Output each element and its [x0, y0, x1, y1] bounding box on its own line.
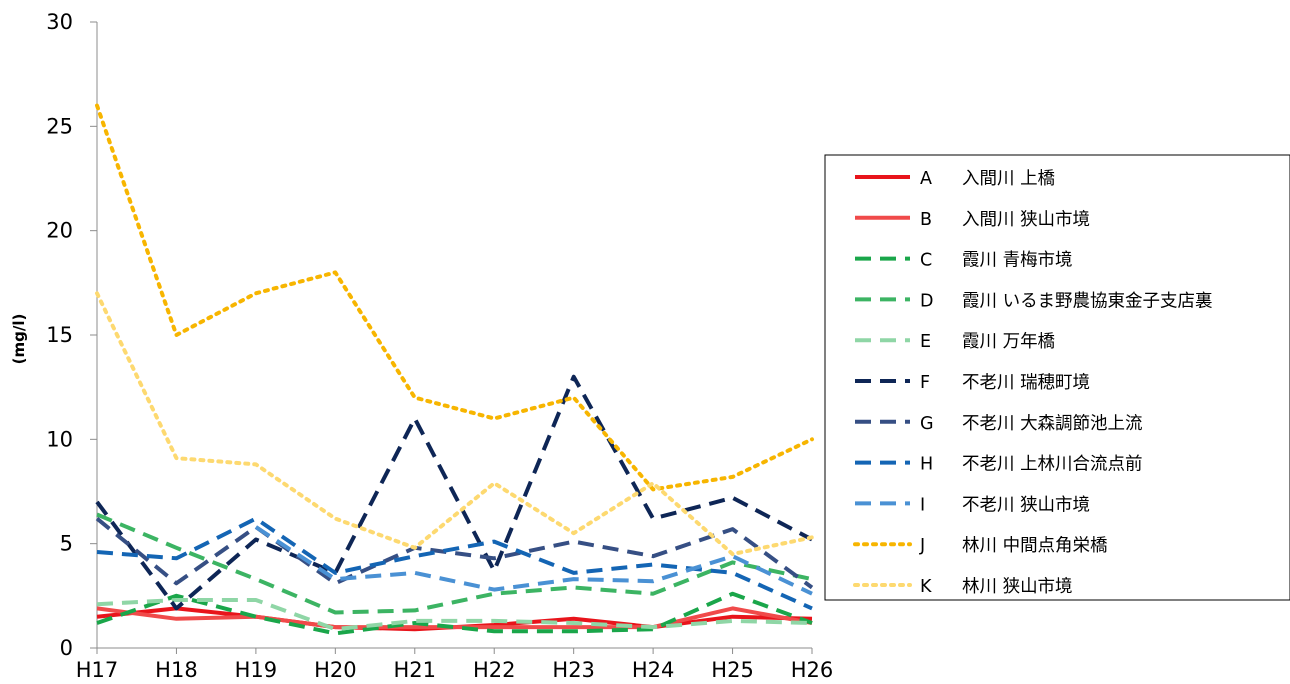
y-tick-label: 15: [46, 323, 73, 347]
y-axis-label: (mg/l): [10, 314, 28, 365]
legend-letter: G: [920, 414, 934, 434]
legend-label: 不老川 大森調節池上流: [962, 414, 1143, 434]
x-tick-label: H17: [76, 658, 119, 682]
legend-label: 林川 中間点角栄橋: [962, 536, 1108, 556]
x-tick-label: H24: [632, 658, 675, 682]
legend-letter: J: [919, 536, 925, 556]
legend-letter: A: [920, 169, 932, 189]
series-line-i: [254, 525, 813, 596]
legend-letter: E: [920, 332, 931, 352]
x-tick-label: H25: [711, 658, 754, 682]
y-tick-label: 20: [46, 219, 73, 243]
x-tick-label: H18: [155, 658, 198, 682]
legend-label: 霞川 いるま野農協東金子支店裏: [962, 290, 1213, 311]
series-layer: [95, 103, 814, 636]
y-tick-label: 0: [60, 636, 73, 660]
legend-letter: K: [920, 577, 932, 597]
x-tick-label: H23: [552, 658, 595, 682]
series-line-f: [95, 374, 813, 611]
series-line-j: [95, 103, 814, 492]
series-line-c: [96, 591, 813, 636]
axes: 0 5 10 15 20 25 30 H17 H18 H19 H20 H21 H22 H23 H24 H25 H…: [10, 10, 833, 682]
x-tick-label: H22: [473, 658, 516, 682]
series-line-d: [96, 512, 813, 615]
x-tick-label: H20: [314, 658, 357, 682]
legend-box: [824, 154, 1290, 601]
legend-letter: C: [920, 251, 932, 271]
legend-letter: D: [920, 291, 933, 311]
series-line-e: [96, 598, 813, 632]
y-tick-label: 5: [60, 532, 73, 556]
x-tick-label: H26: [791, 658, 834, 682]
legend-letter: H: [920, 455, 933, 475]
x-tick-label: H21: [394, 658, 437, 682]
legend-label: 不老川 上林川合流点前: [962, 455, 1143, 475]
legend-label: 林川 狭山市境: [962, 577, 1073, 597]
legend-label: 不老川 瑞穂町境: [962, 373, 1090, 393]
legend: A 入間川 上橋 B 入間川 狭山市境 C 霞川 青梅市境 D 霞川 いるま野農協東金子支店裏…: [824, 154, 1290, 601]
legend-label: 霞川 万年橋: [962, 332, 1055, 352]
legend-label: 霞川 青梅市境: [962, 251, 1073, 271]
y-tick-label: 30: [46, 10, 73, 34]
y-tick-label: 25: [46, 114, 73, 138]
legend-letter: B: [920, 210, 932, 230]
legend-label: 入間川 狭山市境: [962, 210, 1090, 230]
legend-letter: I: [920, 495, 925, 515]
series-line-k: [95, 291, 814, 557]
series-line-b: [96, 606, 813, 630]
series-line-g: [95, 517, 814, 590]
x-tick-label: H19: [235, 658, 278, 682]
y-tick-label: 10: [46, 427, 73, 451]
legend-label: 不老川 狭山市境: [962, 495, 1090, 515]
legend-label: 入間川 上橋: [962, 169, 1055, 189]
legend-letter: F: [920, 373, 930, 393]
